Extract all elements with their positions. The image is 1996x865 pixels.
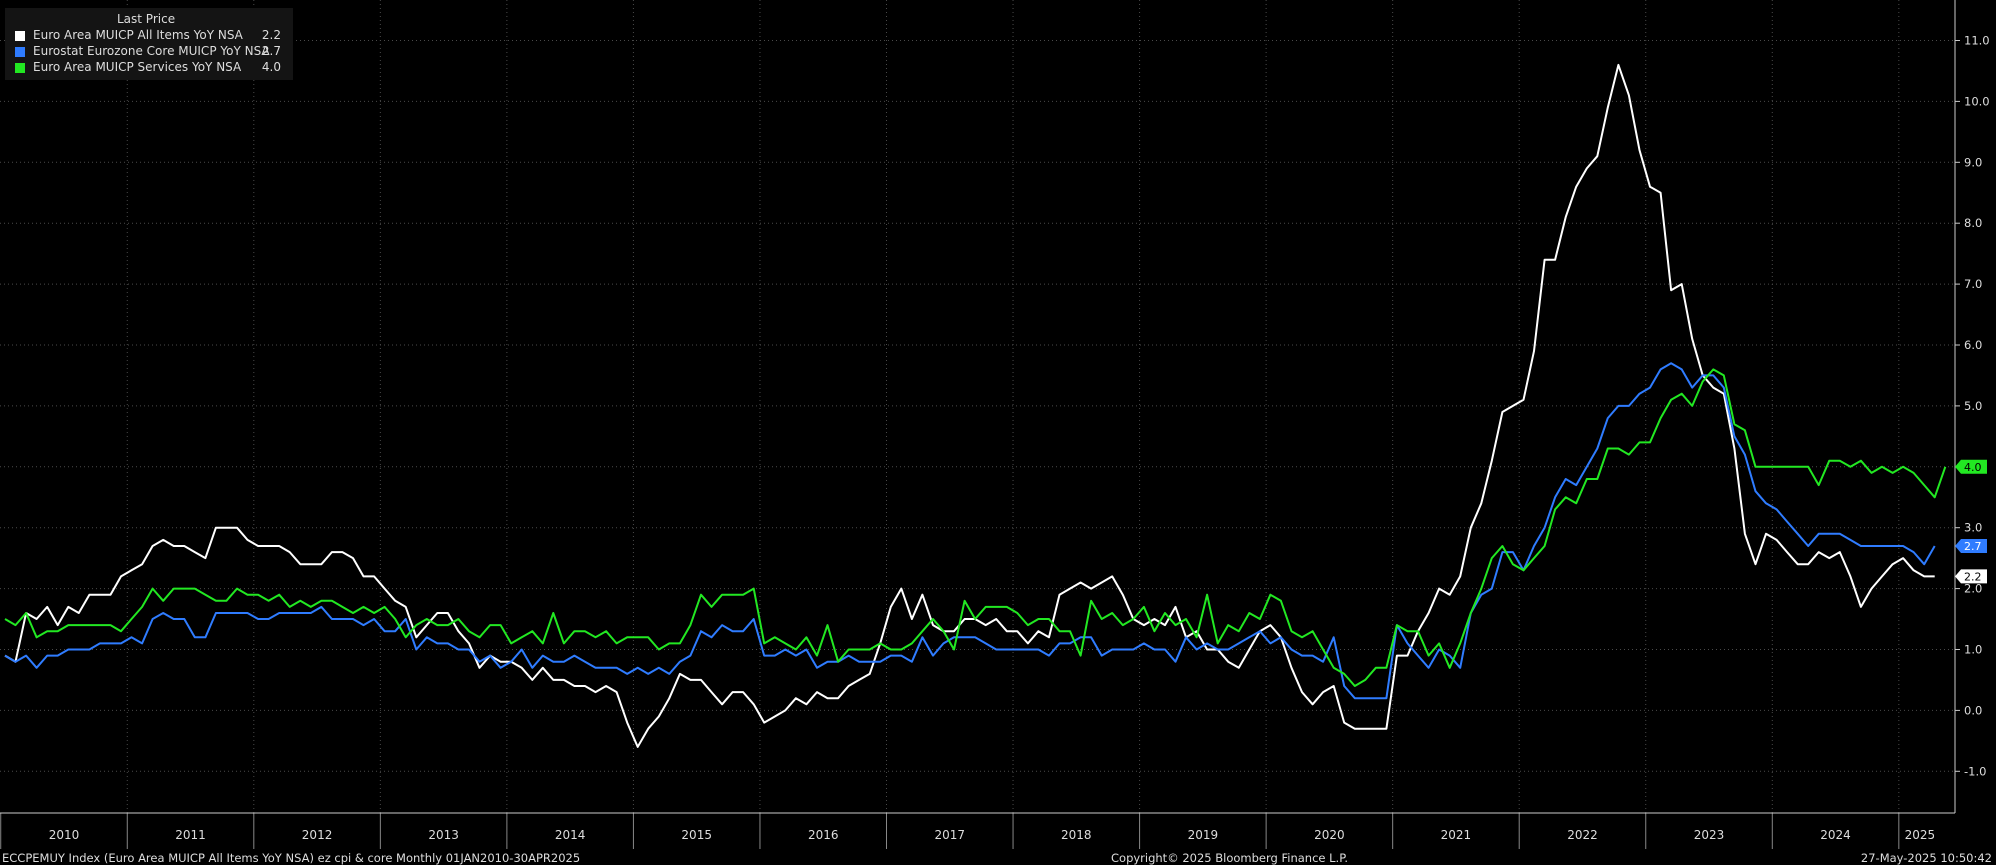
y-tick-label: 10.0 [1964,94,1990,108]
x-tick-label: 2025 [1905,828,1936,842]
last-value-tag [1955,538,1987,553]
y-tick-label: 0.0 [1964,703,1982,717]
y-tick-label: 1.0 [1964,643,1982,657]
legend-value: 4.0 [261,60,281,74]
y-tick-label: 7.0 [1964,277,1982,291]
x-tick-label: 2015 [681,828,712,842]
legend-label: Eurostat Eurozone Core MUICP YoY NSA [33,44,270,58]
x-tick-label: 2011 [175,828,206,842]
series-line-1 [4,362,1936,700]
y-tick-label: 2.0 [1964,582,1982,596]
last-value-labels: 2.2 2.7 4.0 [1955,459,1987,584]
x-axis: 2010 2011 2012 2013 2014 2015 2016 2017 2018 2019… [0,812,1955,849]
footer-ticker: ECCPEMUY Index (Euro Area MUICP All Item… [2,851,581,865]
last-value-tag [1955,459,1987,474]
x-tick-label: 2024 [1820,828,1851,842]
legend-item-all-items: Euro Area MUICP All Items YoY NSA 2.2 [11,28,291,43]
y-tick-label: 5.0 [1964,399,1982,413]
legend-value: 2.2 [261,28,281,42]
legend-swatch-services [15,63,25,73]
series-line-2 [4,368,1947,687]
last-value-label: 2.7 [1964,540,1982,553]
legend-item-services: Euro Area MUICP Services YoY NSA 4.0 [11,60,291,75]
y-tick-label: 6.0 [1964,338,1982,352]
y-tick-label: 9.0 [1964,155,1982,169]
x-tick-label: 2018 [1061,828,1092,842]
series-lines [4,63,1947,748]
series-line-0 [4,63,1935,748]
x-tick-label: 2020 [1314,828,1345,842]
x-tick-label: 2022 [1567,828,1598,842]
x-tick-label: 2014 [555,828,586,842]
x-tick-label: 2012 [302,828,333,842]
x-tick-label: 2010 [49,828,80,842]
legend-swatch-core [15,47,25,57]
legend-value: 2.7 [261,44,281,58]
legend-item-core: Eurostat Eurozone Core MUICP YoY NSA 2.7 [11,44,291,59]
x-tick-label: 2016 [808,828,839,842]
x-tick-label: 2017 [935,828,966,842]
legend-label: Euro Area MUICP All Items YoY NSA [33,28,243,42]
legend-label: Euro Area MUICP Services YoY NSA [33,60,242,74]
legend: Last Price Euro Area MUICP All Items YoY… [5,8,293,80]
legend-swatch-all-items [15,31,25,41]
last-value-label: 4.0 [1964,461,1982,474]
x-tick-label: 2023 [1694,828,1725,842]
y-tick-label: 8.0 [1964,216,1982,230]
y-axis: -1.0 0.0 1.0 2.0 3.0 4.0 5.0 6.0 7.0 8.0 9.0 10.0 11… [1954,0,1990,813]
y-tick-label: 11.0 [1964,34,1990,48]
y-tick-label: -1.0 [1964,764,1986,778]
x-tick-label: 2019 [1188,828,1219,842]
footer-timestamp: 27-May-2025 10:50:42 [1860,851,1992,865]
x-tick-label: 2021 [1441,828,1472,842]
last-value-tag [1955,569,1987,584]
y-tick-label: 3.0 [1964,521,1982,535]
last-value-label: 2.2 [1964,570,1982,583]
x-tick-label: 2013 [428,828,459,842]
legend-title: Last Price [117,12,176,26]
footer-copyright: Copyright© 2025 Bloomberg Finance L.P. [1111,851,1348,865]
